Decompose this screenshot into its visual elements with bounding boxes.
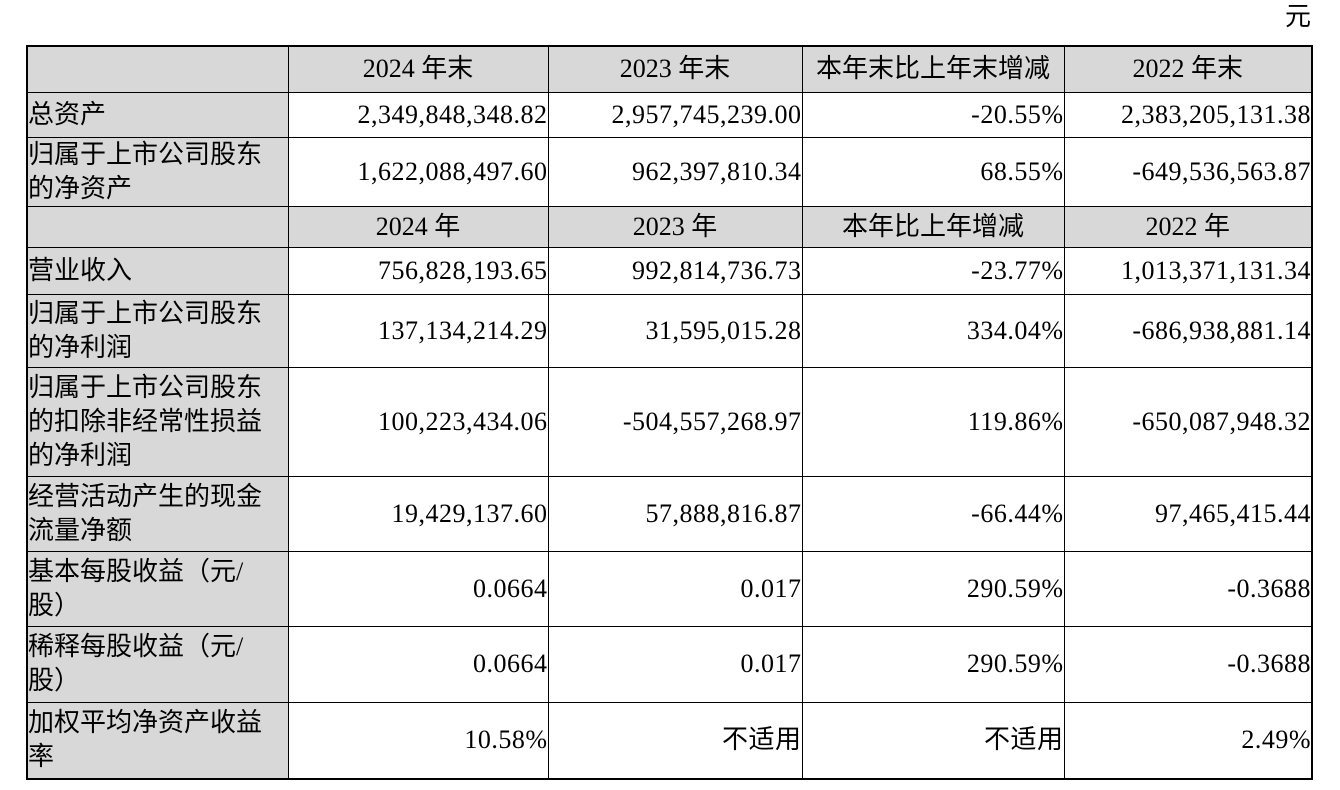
table-row-weighted-average-roe: 加权平均净资产收益 率 10.58% 不适用 不适用 2.49% xyxy=(26,701,1313,780)
table-row-operating-cash-flow: 经营活动产生的现金 流量净额 19,429,137.60 57,888,816.… xyxy=(26,475,1313,552)
period-header-row-balance: 2024 年末 2023 年末 本年末比上年末增减 2022 年末 xyxy=(26,45,1313,93)
value-cell: -504,557,268.97 xyxy=(547,366,803,477)
row-label-cell: 加权平均净资产收益 率 xyxy=(26,701,289,780)
row-label-cell: 基本每股收益（元/ 股） xyxy=(26,550,289,627)
row-label-cell: 归属于上市公司股东 的扣除非经常性损益 的净利润 xyxy=(26,366,289,477)
value-cell: 1,013,371,131.34 xyxy=(1063,246,1313,295)
table-row-diluted-eps: 稀释每股收益（元/ 股） 0.0664 0.017 290.59% -0.368… xyxy=(26,625,1313,703)
value-cell: 334.04% xyxy=(801,293,1065,368)
value-cell: 0.0664 xyxy=(287,625,549,703)
row-label-cell: 归属于上市公司股东 的净利润 xyxy=(26,293,289,368)
col-header-yoy-change: 本年比上年增减 xyxy=(801,205,1065,248)
value-cell: 992,814,736.73 xyxy=(547,246,803,295)
value-cell: 100,223,434.06 xyxy=(287,366,549,477)
table-row-operating-revenue: 营业收入 756,828,193.65 992,814,736.73 -23.7… xyxy=(26,246,1313,295)
col-header-yoy-change-year-end: 本年末比上年末增减 xyxy=(801,45,1065,93)
table-row-net-profit-attributable: 归属于上市公司股东 的净利润 137,134,214.29 31,595,015… xyxy=(26,293,1313,368)
value-cell: -23.77% xyxy=(801,246,1065,295)
empty-corner-cell xyxy=(26,45,289,93)
empty-corner-cell xyxy=(26,205,289,248)
value-cell: 2.49% xyxy=(1063,701,1313,780)
value-cell: 不适用 xyxy=(801,701,1065,780)
value-cell: 1,622,088,497.60 xyxy=(287,136,549,207)
table-row-total-assets: 总资产 2,349,848,348.82 2,957,745,239.00 -2… xyxy=(26,91,1313,138)
row-label-cell: 归属于上市公司股东 的净资产 xyxy=(26,136,289,207)
row-label-cell: 稀释每股收益（元/ 股） xyxy=(26,625,289,703)
col-header-2023: 2023 年 xyxy=(547,205,803,248)
col-header-2023-year-end: 2023 年末 xyxy=(547,45,803,93)
value-cell: -0.3688 xyxy=(1063,625,1313,703)
value-cell: -20.55% xyxy=(801,91,1065,138)
value-cell: 2,957,745,239.00 xyxy=(547,91,803,138)
col-header-2022-year-end: 2022 年末 xyxy=(1063,45,1313,93)
value-cell: -66.44% xyxy=(801,475,1065,552)
value-cell: -649,536,563.87 xyxy=(1063,136,1313,207)
value-cell: -686,938,881.14 xyxy=(1063,293,1313,368)
value-cell: 137,134,214.29 xyxy=(287,293,549,368)
value-cell: 2,383,205,131.38 xyxy=(1063,91,1313,138)
value-cell: 10.58% xyxy=(287,701,549,780)
row-label-cell: 营业收入 xyxy=(26,246,289,295)
value-cell: 0.017 xyxy=(547,625,803,703)
col-header-2024: 2024 年 xyxy=(287,205,549,248)
table-row-net-assets-attributable: 归属于上市公司股东 的净资产 1,622,088,497.60 962,397,… xyxy=(26,136,1313,207)
value-cell: -650,087,948.32 xyxy=(1063,366,1313,477)
col-header-2022: 2022 年 xyxy=(1063,205,1313,248)
value-cell: -0.3688 xyxy=(1063,550,1313,627)
value-cell: 962,397,810.34 xyxy=(547,136,803,207)
value-cell: 756,828,193.65 xyxy=(287,246,549,295)
value-cell: 0.0664 xyxy=(287,550,549,627)
value-cell: 119.86% xyxy=(801,366,1065,477)
period-header-row-income: 2024 年 2023 年 本年比上年增减 2022 年 xyxy=(26,205,1313,248)
value-cell: 31,595,015.28 xyxy=(547,293,803,368)
value-cell: 97,465,415.44 xyxy=(1063,475,1313,552)
row-label-cell: 总资产 xyxy=(26,91,289,138)
value-cell: 57,888,816.87 xyxy=(547,475,803,552)
value-cell: 290.59% xyxy=(801,550,1065,627)
table-row-net-profit-excluding-nonrecurring: 归属于上市公司股东 的扣除非经常性损益 的净利润 100,223,434.06 … xyxy=(26,366,1313,477)
value-cell: 2,349,848,348.82 xyxy=(287,91,549,138)
value-cell: 不适用 xyxy=(547,701,803,780)
value-cell: 290.59% xyxy=(801,625,1065,703)
financial-summary-table: 2024 年末 2023 年末 本年末比上年末增减 2022 年末 总资产 2,… xyxy=(26,45,1313,780)
table-row-basic-eps: 基本每股收益（元/ 股） 0.0664 0.017 290.59% -0.368… xyxy=(26,550,1313,627)
col-header-2024-year-end: 2024 年末 xyxy=(287,45,549,93)
row-label-cell: 经营活动产生的现金 流量净额 xyxy=(26,475,289,552)
currency-unit-label: 元 xyxy=(1284,2,1311,31)
value-cell: 0.017 xyxy=(547,550,803,627)
value-cell: 19,429,137.60 xyxy=(287,475,549,552)
value-cell: 68.55% xyxy=(801,136,1065,207)
